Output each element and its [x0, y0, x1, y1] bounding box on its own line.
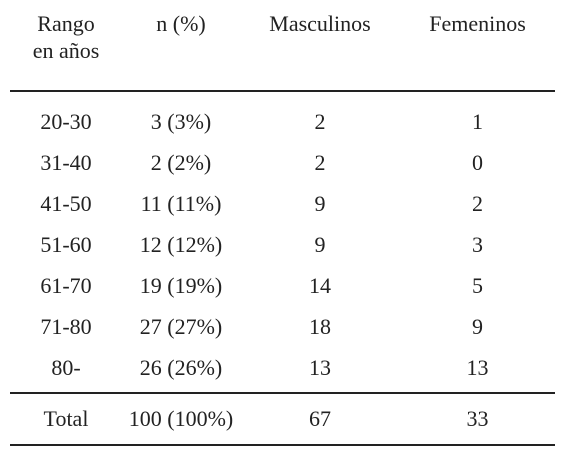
table-footer: Total 100 (100%) 67 33: [10, 392, 555, 446]
cell-n: 3 (3%): [150, 109, 212, 134]
age-distribution-table: Rango en años n (%) Masculinos Femeninos…: [10, 10, 555, 446]
cell-range: 31-40: [40, 150, 92, 175]
header-n: n (%): [122, 10, 240, 92]
header-range: Rango en años: [10, 10, 122, 92]
cell-male: 2: [314, 150, 326, 175]
cell-n: 11 (11%): [140, 191, 222, 216]
cell-range: 61-70: [40, 273, 92, 298]
header-row: Rango en años n (%) Masculinos Femeninos: [10, 10, 555, 92]
cell-male: 13: [309, 355, 331, 380]
cell-n: 26 (26%): [139, 355, 223, 380]
cell-range: 51-60: [40, 232, 92, 257]
cell-female: 9: [472, 314, 483, 339]
total-label: Total: [10, 392, 122, 446]
header-range-line2: en años: [32, 38, 100, 63]
table-row: 61-70 19 (19%) 14 5: [10, 265, 555, 306]
table-row: 51-60 12 (12%) 9 3: [10, 224, 555, 265]
total-female: 33: [400, 392, 555, 446]
total-row: Total 100 (100%) 67 33: [10, 392, 555, 446]
header-female: Femeninos: [400, 10, 555, 92]
cell-male: 2: [314, 109, 326, 134]
cell-n: 2 (2%): [150, 150, 212, 175]
table-row: 41-50 11 (11%) 9 2: [10, 183, 555, 224]
cell-range: 41-50: [40, 191, 92, 216]
cell-female: 0: [472, 150, 483, 175]
cell-range: 71-80: [40, 314, 92, 339]
cell-n: 12 (12%): [139, 232, 223, 257]
cell-female: 2: [472, 191, 483, 216]
cell-female: 1: [472, 109, 483, 134]
table-body: 20-30 3 (3%) 2 1 31-40 2 (2%) 2 0 41-50 …: [10, 91, 555, 393]
cell-n: 19 (19%): [139, 273, 223, 298]
header-male: Masculinos: [240, 10, 400, 92]
table-row: 71-80 27 (27%) 18 9: [10, 306, 555, 347]
cell-male: 9: [314, 232, 326, 257]
cell-female: 5: [472, 273, 483, 298]
cell-male: 14: [309, 273, 331, 298]
cell-n: 27 (27%): [139, 314, 223, 339]
header-range-line1: Rango: [37, 11, 95, 36]
table-header: Rango en años n (%) Masculinos Femeninos: [10, 10, 555, 92]
total-male: 67: [240, 392, 400, 446]
cell-range: 80-: [51, 355, 81, 380]
cell-female: 3: [472, 232, 483, 257]
table-row: 80- 26 (26%) 13 13: [10, 347, 555, 393]
cell-male: 9: [314, 191, 326, 216]
table-row: 31-40 2 (2%) 2 0: [10, 142, 555, 183]
table-row: 20-30 3 (3%) 2 1: [10, 91, 555, 142]
cell-female: 13: [466, 355, 489, 380]
cell-male: 18: [309, 314, 331, 339]
cell-range: 20-30: [40, 109, 92, 134]
total-n: 100 (100%): [122, 392, 240, 446]
